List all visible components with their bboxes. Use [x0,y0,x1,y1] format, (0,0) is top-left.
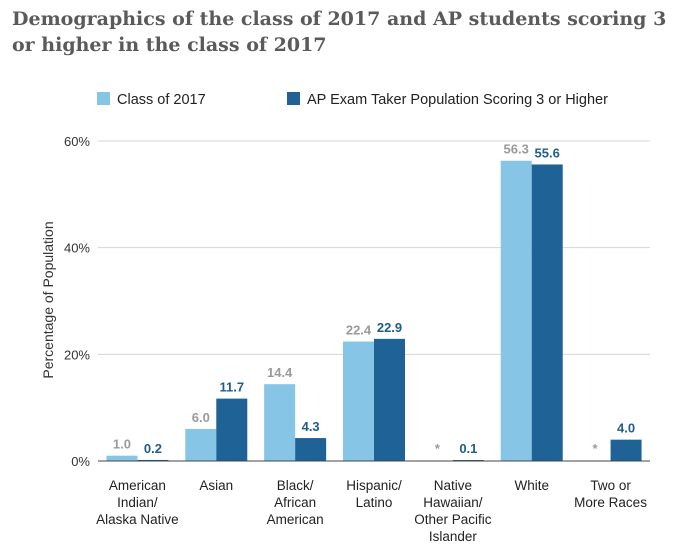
x-tick-label: White [514,478,549,493]
gridlines [98,140,650,355]
y-tick-label: 60% [64,134,90,149]
bar [137,459,169,461]
bar [264,384,296,461]
data-label: 6.0 [192,410,210,425]
data-label: 4.0 [617,421,635,436]
legend-swatch [97,92,110,105]
bars [106,160,642,461]
bar [106,455,138,461]
data-label: 11.7 [219,380,244,395]
data-label: 55.6 [535,145,560,160]
data-labels: 1.0 0.2 6.0 11.7 14.4 4.3 22.4 22.9 * 0.1 56.3 55.6… [113,142,635,456]
legend: Class of 2017 AP Exam Taker Population Sc… [97,92,608,108]
data-label: 14.4 [267,365,293,380]
legend-label: AP Exam Taker Population Scoring 3 or Hi… [307,92,608,108]
data-label: * [593,441,599,456]
bar [374,338,405,461]
data-label: 0.1 [459,441,477,456]
legend-label: Class of 2017 [117,92,206,108]
x-tick-label: American Indian/Alaska Native [96,478,179,527]
x-tick-label: Native Hawaiian/Other Pacific Islander [414,478,492,544]
x-axis-ticks: American Indian/Alaska Native Asian Black/A… [96,478,647,544]
y-tick-label: 0% [71,454,90,469]
data-label: 0.2 [144,441,162,456]
data-label: * [435,441,441,456]
bar [500,160,532,461]
bar [531,164,563,461]
legend-item: Class of 2017 [97,92,206,108]
legend-item: AP Exam Taker Population Scoring 3 or Hi… [287,92,608,108]
bar [610,439,642,461]
data-label: 56.3 [504,142,529,157]
y-tick-label: 40% [64,241,90,256]
bar [343,341,374,461]
bar [185,429,217,461]
bar [216,398,248,461]
data-label: 1.0 [113,437,131,452]
chart-title: Demographics of the class of 2017 and AP… [12,8,667,56]
data-label: 22.9 [377,320,402,335]
bar [295,438,327,461]
y-tick-label: 20% [64,347,90,362]
y-axis-label: Percentage of Population [40,221,56,378]
data-label: 22.4 [346,323,372,338]
legend-swatch [287,92,300,105]
x-tick-label: Two or More Races [574,478,647,510]
y-axis-ticks: 0% 20% 40% 60% [64,134,90,469]
data-label: 4.3 [302,419,320,434]
x-tick-label: Asian [199,478,233,493]
x-tick-label: Hispanic/Latino [346,478,402,510]
x-tick-label: Black/African American [267,478,324,527]
